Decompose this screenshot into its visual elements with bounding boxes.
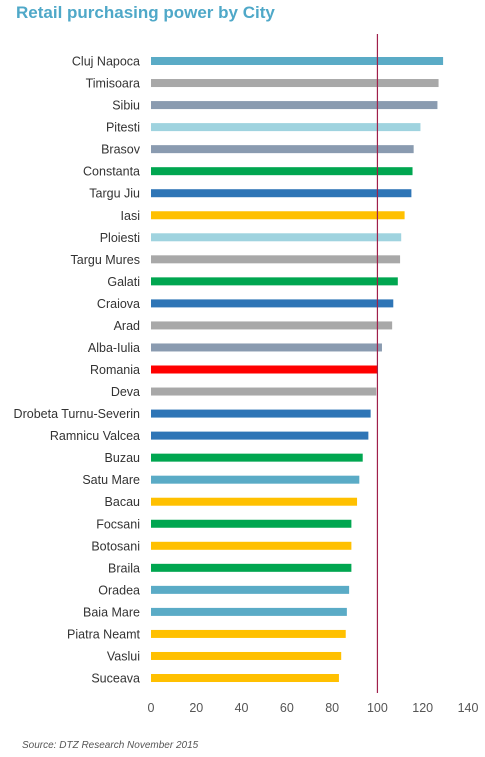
bar-vaslui (151, 651, 342, 660)
category-label-galati: Galati (107, 275, 140, 289)
bar-bacau (151, 497, 358, 506)
bar-pitesti (151, 123, 421, 132)
bar-deva (151, 387, 377, 396)
category-label-ploiesti: Ploiesti (100, 231, 140, 245)
bar-chart: Cluj Napoca Timisoara Sibiu Pitesti Brasov Co… (14, 34, 479, 715)
bar-ploiesti (151, 233, 402, 242)
bar-piatra-neamt (151, 629, 346, 638)
bar-baia-mare (151, 607, 347, 616)
bar-constanta (151, 167, 413, 176)
bar-cluj-napoca (151, 57, 444, 65)
bar-targu-mures (151, 255, 401, 264)
category-label-sibiu: Sibiu (112, 99, 140, 113)
x-tick-label-80: 80 (325, 701, 339, 715)
category-label-ramnicu-valcea: Ramnicu Valcea (50, 429, 140, 443)
category-label-drobeta-turnu-severin: Drobeta Turnu-Severin (14, 407, 141, 421)
chart-title: Retail purchasing power by City (16, 3, 275, 22)
bar-drobeta-turnu-severin (151, 409, 371, 418)
bar-suceava (151, 674, 339, 683)
x-tick-label-100: 100 (367, 701, 388, 715)
bar-iasi (151, 211, 405, 220)
category-label-constanta: Constanta (83, 165, 140, 179)
bar-botosani (151, 541, 352, 550)
bar-targu-jiu (151, 189, 412, 198)
bar-buzau (151, 453, 363, 462)
category-label-iasi: Iasi (121, 209, 140, 223)
source-note: Source: DTZ Research November 2015 (22, 740, 199, 751)
bar-timisoara (151, 79, 439, 88)
category-label-bacau: Bacau (105, 495, 140, 509)
bar-alba-iulia (151, 343, 382, 352)
category-label-focsani: Focsani (96, 517, 140, 531)
x-tick-label-40: 40 (235, 701, 249, 715)
category-label-braila: Braila (108, 561, 140, 575)
bar-sibiu (151, 101, 438, 110)
category-label-cluj-napoca: Cluj Napoca (72, 55, 140, 69)
category-label-targu-mures: Targu Mures (71, 253, 140, 267)
category-label-baia-mare: Baia Mare (83, 605, 140, 619)
x-tick-label-60: 60 (280, 701, 294, 715)
category-label-targu-jiu: Targu Jiu (89, 187, 140, 201)
x-tick-label-0: 0 (148, 701, 155, 715)
category-label-satu-mare: Satu Mare (82, 473, 140, 487)
category-label-alba-iulia: Alba-Iulia (88, 341, 140, 355)
bar-arad (151, 321, 393, 330)
bar-satu-mare (151, 475, 360, 484)
bar-ramnicu-valcea (151, 431, 369, 440)
category-label-timisoara: Timisoara (86, 77, 140, 91)
category-label-piatra-neamt: Piatra Neamt (67, 627, 140, 641)
bar-galati (151, 277, 398, 286)
category-label-vaslui: Vaslui (107, 649, 140, 663)
category-label-suceava: Suceava (91, 672, 140, 686)
bar-brasov (151, 145, 414, 154)
category-label-oradea: Oradea (98, 583, 140, 597)
bar-oradea (151, 585, 350, 594)
bar-braila (151, 563, 352, 572)
category-label-deva: Deva (111, 385, 140, 399)
bar-focsani (151, 519, 352, 528)
category-label-romania: Romania (90, 363, 140, 377)
category-label-buzau: Buzau (105, 451, 140, 465)
category-label-arad: Arad (114, 319, 140, 333)
x-tick-label-120: 120 (412, 701, 433, 715)
bar-craiova (151, 299, 394, 308)
category-label-craiova: Craiova (97, 297, 140, 311)
x-tick-label-20: 20 (189, 701, 203, 715)
category-label-pitesti: Pitesti (106, 121, 140, 135)
x-tick-label-140: 140 (458, 701, 479, 715)
category-label-botosani: Botosani (91, 539, 140, 553)
bar-romania (151, 365, 378, 374)
category-label-brasov: Brasov (101, 143, 141, 157)
